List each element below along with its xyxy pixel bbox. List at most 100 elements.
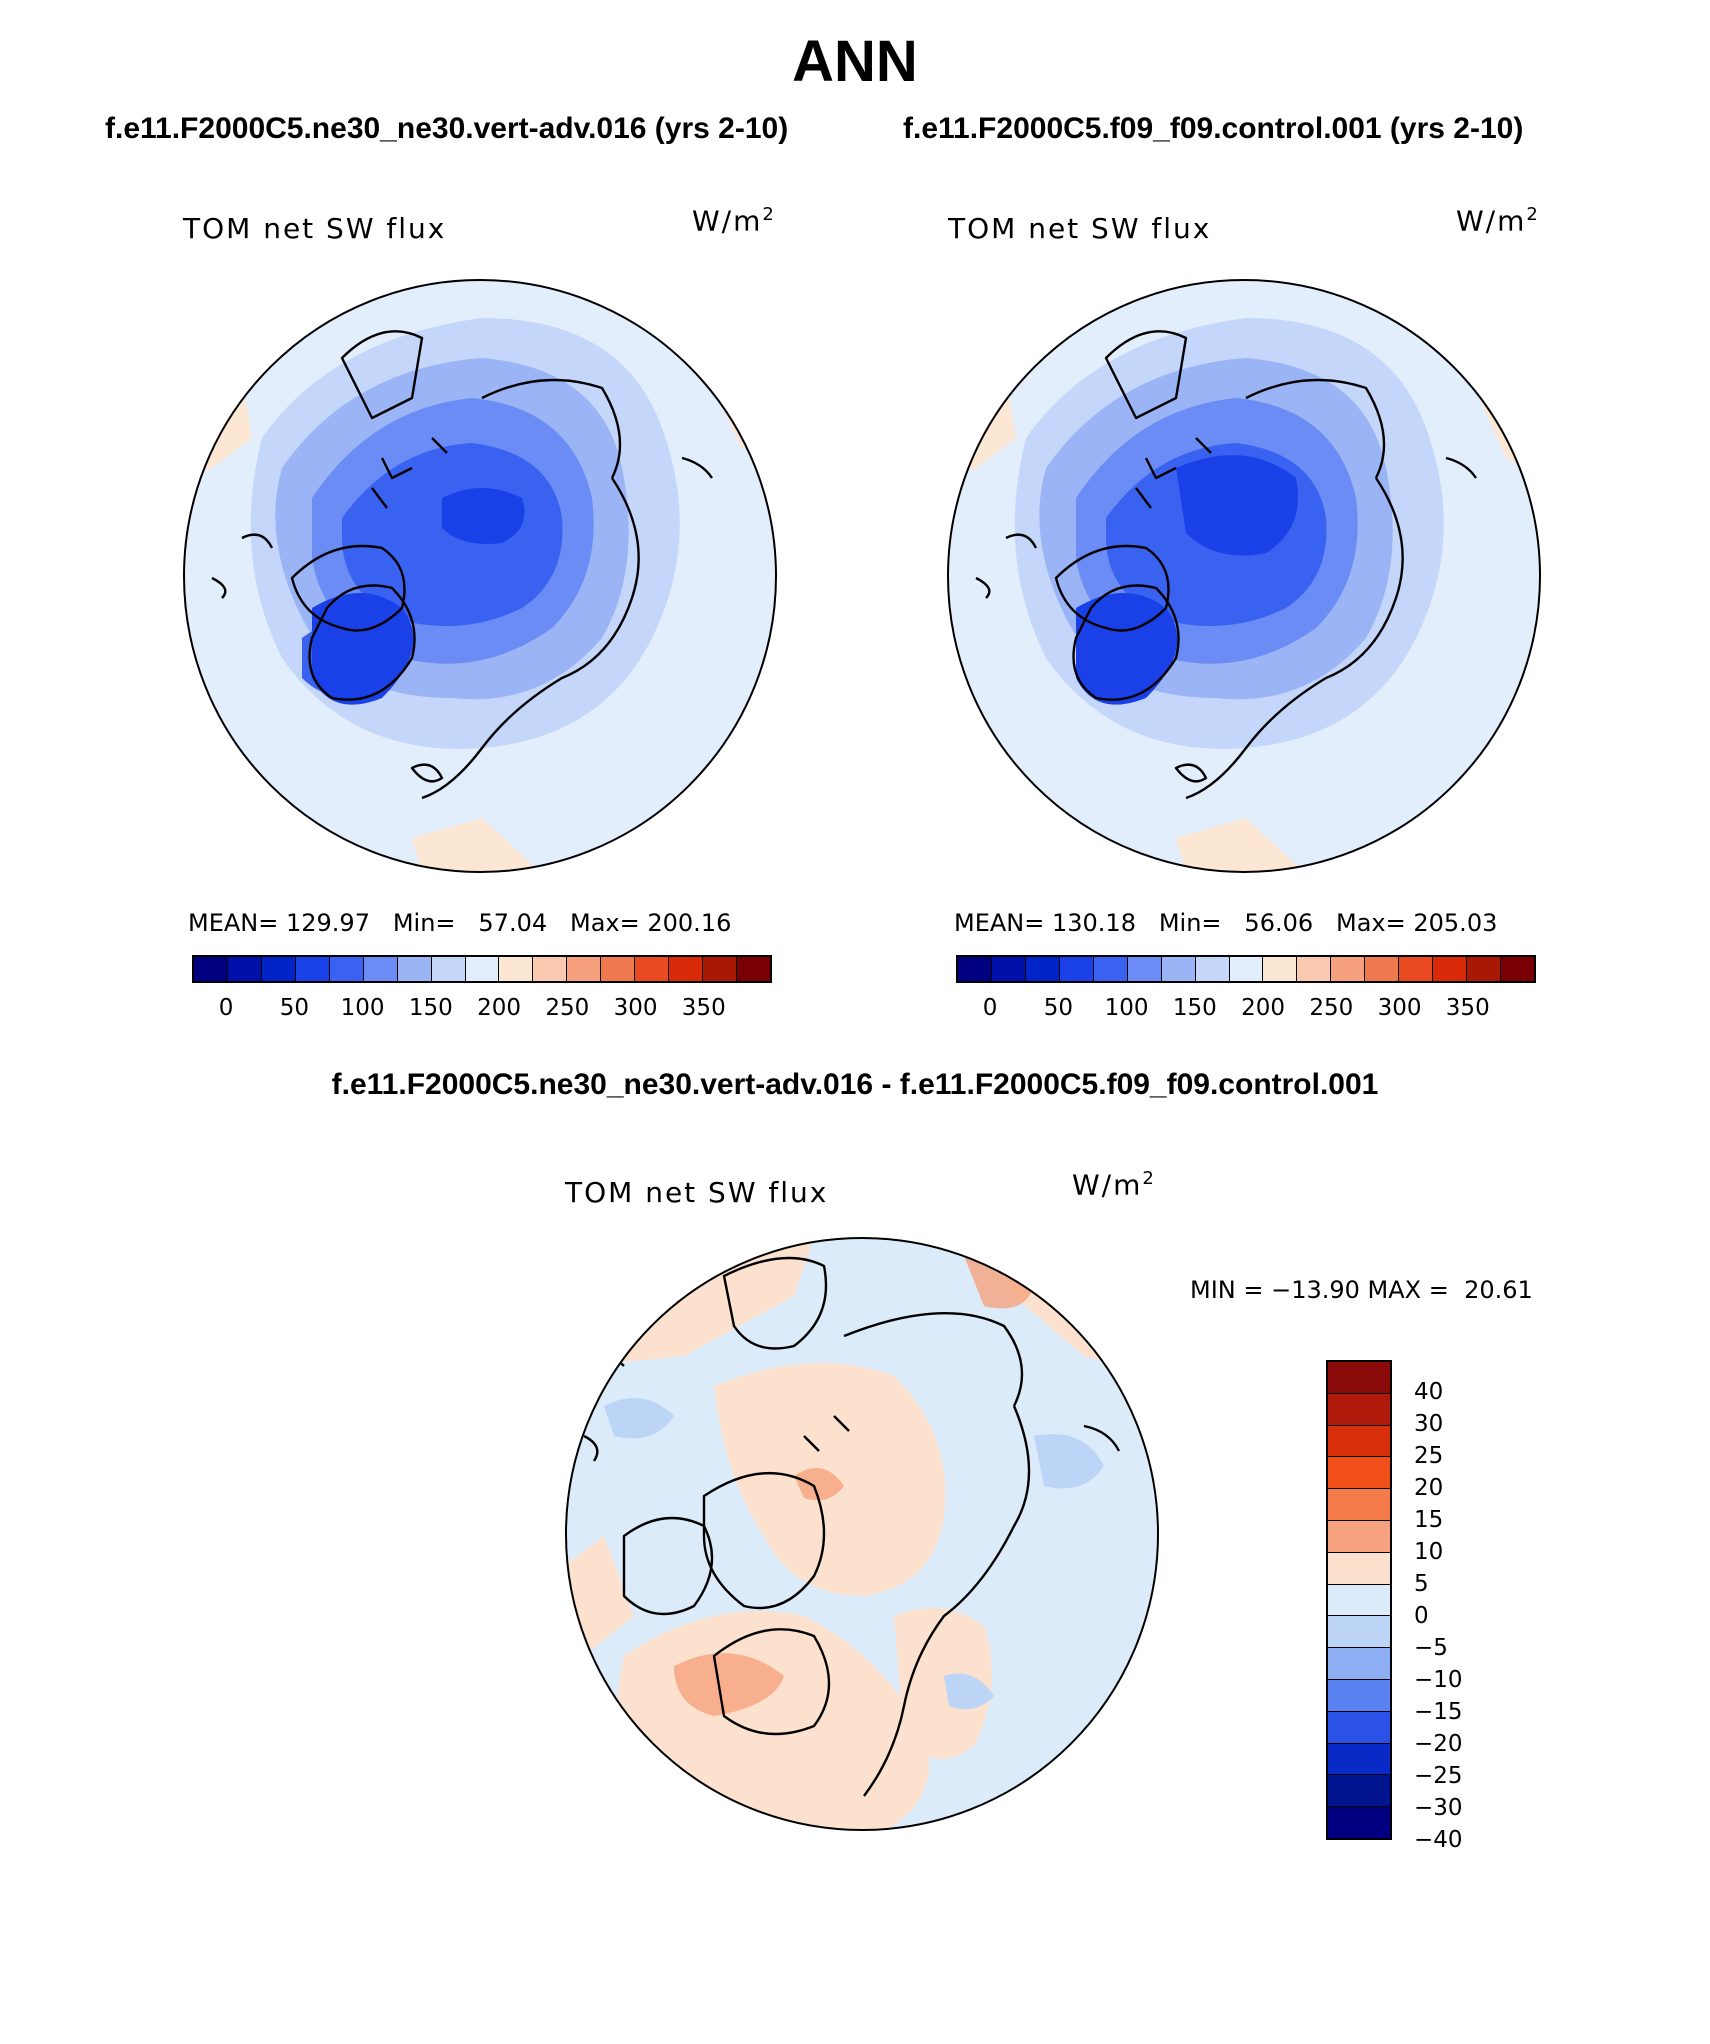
colorbar-swatch bbox=[1297, 957, 1332, 981]
colorbar-tick-label: −15 bbox=[1414, 1699, 1463, 1725]
diff-unit-label: W/m2 bbox=[1072, 1168, 1156, 1202]
colorbar-tick-label: 50 bbox=[1043, 995, 1073, 1021]
colorbar-swatch bbox=[1328, 1743, 1390, 1776]
colorbar-swatch bbox=[567, 957, 602, 981]
diff-variable-label: TOM net SW flux bbox=[565, 1176, 829, 1209]
colorbar-swatch bbox=[1467, 957, 1501, 981]
colorbar-swatch bbox=[499, 957, 534, 981]
colorbar-swatch bbox=[1025, 957, 1060, 981]
colorbar-swatch bbox=[465, 957, 500, 981]
colorbar-tick-label: 5 bbox=[1414, 1571, 1429, 1597]
colorbar-tick-label: 150 bbox=[1172, 995, 1217, 1021]
colorbar-tick-label: 15 bbox=[1414, 1506, 1444, 1533]
colorbar-swatch bbox=[669, 957, 704, 981]
right-colorbar-labels: 0 50 100 150 200 250 300 350 bbox=[956, 995, 1536, 1025]
figure-title: ANN bbox=[792, 29, 918, 94]
colorbar-tick-label: 50 bbox=[279, 995, 309, 1021]
colorbar-swatch bbox=[1328, 1584, 1390, 1617]
colorbar-swatch bbox=[363, 957, 398, 981]
left-polar-map bbox=[182, 278, 778, 874]
colorbar-tick-label: 200 bbox=[477, 995, 521, 1021]
colorbar-swatch bbox=[1328, 1679, 1390, 1712]
colorbar-tick-label: 250 bbox=[1309, 995, 1354, 1021]
colorbar-swatch bbox=[1059, 957, 1094, 981]
colorbar-tick-label: 25 bbox=[1414, 1443, 1444, 1469]
colorbar-swatch bbox=[295, 957, 330, 981]
diff-stats: MIN = −13.90 MAX = 20.61 bbox=[1190, 1276, 1533, 1304]
colorbar-swatch bbox=[1399, 957, 1434, 981]
right-unit-label: W/m2 bbox=[1456, 204, 1540, 238]
colorbar-swatch bbox=[1328, 1552, 1390, 1585]
colorbar-tick-label: −5 bbox=[1414, 1635, 1448, 1661]
colorbar-swatch bbox=[194, 957, 228, 981]
left-unit-label: W/m2 bbox=[692, 204, 776, 238]
colorbar-swatch bbox=[1328, 1648, 1390, 1680]
colorbar-swatch bbox=[227, 957, 262, 981]
colorbar-swatch bbox=[1127, 957, 1162, 981]
colorbar-tick-label: −40 bbox=[1414, 1827, 1463, 1853]
colorbar-swatch bbox=[1263, 957, 1298, 981]
right-polar-map bbox=[946, 278, 1542, 874]
colorbar-swatch bbox=[1433, 957, 1468, 981]
colorbar-swatch bbox=[1328, 1457, 1390, 1490]
left-variable-label: TOM net SW flux bbox=[183, 212, 447, 245]
colorbar-swatch bbox=[1328, 1393, 1390, 1426]
colorbar-tick-label: −20 bbox=[1414, 1731, 1463, 1757]
colorbar-swatch bbox=[1229, 957, 1264, 981]
right-colorbar bbox=[956, 955, 1536, 983]
colorbar-tick-label: 300 bbox=[613, 995, 658, 1021]
colorbar-swatch bbox=[431, 957, 466, 981]
colorbar-swatch bbox=[261, 957, 296, 981]
colorbar-swatch bbox=[329, 957, 364, 981]
colorbar-swatch bbox=[1331, 957, 1366, 981]
colorbar-swatch bbox=[1328, 1711, 1390, 1744]
colorbar-tick-label: 0 bbox=[982, 995, 998, 1021]
diff-polar-map bbox=[564, 1236, 1160, 1832]
right-stats: MEAN= 130.18 Min= 56.06 Max= 205.03 bbox=[954, 909, 1498, 937]
colorbar-tick-label: 100 bbox=[1104, 995, 1149, 1021]
colorbar-swatch bbox=[737, 957, 770, 981]
colorbar-swatch bbox=[1161, 957, 1196, 981]
left-colorbar-labels: 0 50 100 150 200 250 300 350 bbox=[192, 995, 772, 1025]
colorbar-tick-label: 20 bbox=[1414, 1475, 1444, 1501]
colorbar-swatch bbox=[1328, 1520, 1390, 1553]
colorbar-swatch bbox=[1328, 1775, 1390, 1808]
colorbar-swatch bbox=[601, 957, 636, 981]
left-stats: MEAN= 129.97 Min= 57.04 Max= 200.16 bbox=[188, 909, 732, 937]
case-right-title: f.e11.F2000C5.f09_f09.control.001 (yrs 2… bbox=[903, 112, 1524, 145]
colorbar-swatch bbox=[1093, 957, 1128, 981]
colorbar-tick-label: 0 bbox=[218, 995, 234, 1021]
colorbar-tick-label: 100 bbox=[340, 995, 385, 1021]
colorbar-swatch bbox=[397, 957, 432, 981]
colorbar-tick-label: 200 bbox=[1241, 995, 1285, 1021]
colorbar-tick-label: 10 bbox=[1414, 1539, 1444, 1565]
colorbar-tick-label: 300 bbox=[1377, 995, 1422, 1021]
colorbar-swatch bbox=[1328, 1616, 1390, 1649]
colorbar-swatch bbox=[533, 957, 568, 981]
colorbar-tick-label: −10 bbox=[1414, 1666, 1463, 1693]
right-variable-label: TOM net SW flux bbox=[948, 212, 1212, 245]
colorbar-swatch bbox=[635, 957, 670, 981]
colorbar-tick-label: 350 bbox=[681, 995, 726, 1021]
case-left-title: f.e11.F2000C5.ne30_ne30.vert-adv.016 (yr… bbox=[105, 112, 789, 145]
colorbar-tick-label: −30 bbox=[1414, 1795, 1463, 1821]
colorbar-swatch bbox=[1365, 957, 1400, 981]
colorbar-swatch bbox=[958, 957, 992, 981]
colorbar-tick-label: 0 bbox=[1414, 1603, 1429, 1629]
colorbar-tick-label: 150 bbox=[408, 995, 453, 1021]
colorbar-tick-label: −25 bbox=[1414, 1763, 1463, 1789]
colorbar-swatch bbox=[1195, 957, 1230, 981]
diff-title: f.e11.F2000C5.ne30_ne30.vert-adv.016 - f… bbox=[331, 1068, 1379, 1101]
colorbar-swatch bbox=[1328, 1362, 1390, 1394]
colorbar-swatch bbox=[703, 957, 737, 981]
colorbar-tick-label: 250 bbox=[545, 995, 590, 1021]
colorbar-swatch bbox=[1328, 1807, 1390, 1838]
colorbar-swatch bbox=[1328, 1425, 1390, 1458]
colorbar-swatch bbox=[1328, 1489, 1390, 1521]
colorbar-swatch bbox=[991, 957, 1026, 981]
colorbar-tick-label: 30 bbox=[1414, 1411, 1444, 1437]
left-colorbar bbox=[192, 955, 772, 983]
colorbar-swatch bbox=[1501, 957, 1534, 981]
diff-colorbar-labels: 40 30 25 20 15 10 5 0 −5 −10 −15 −20 −25 −30 −40 bbox=[1414, 1360, 1504, 1853]
colorbar-tick-label: 350 bbox=[1445, 995, 1490, 1021]
